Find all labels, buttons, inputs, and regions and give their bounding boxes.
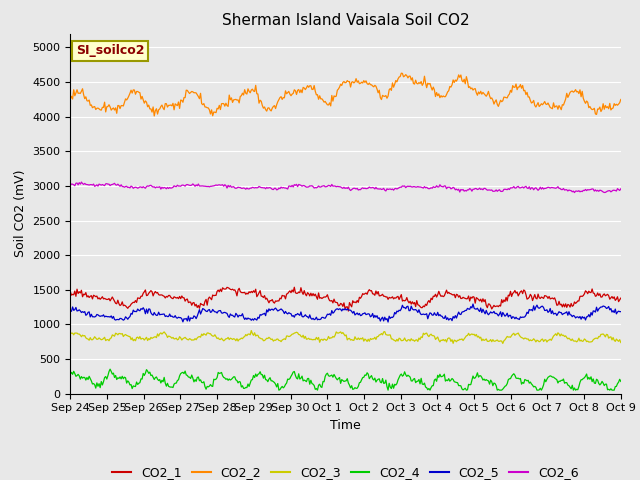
- Title: Sherman Island Vaisala Soil CO2: Sherman Island Vaisala Soil CO2: [222, 13, 469, 28]
- Y-axis label: Soil CO2 (mV): Soil CO2 (mV): [14, 170, 27, 257]
- Legend: CO2_1, CO2_2, CO2_3, CO2_4, CO2_5, CO2_6: CO2_1, CO2_2, CO2_3, CO2_4, CO2_5, CO2_6: [108, 461, 584, 480]
- X-axis label: Time: Time: [330, 419, 361, 432]
- Text: SI_soilco2: SI_soilco2: [76, 44, 145, 58]
